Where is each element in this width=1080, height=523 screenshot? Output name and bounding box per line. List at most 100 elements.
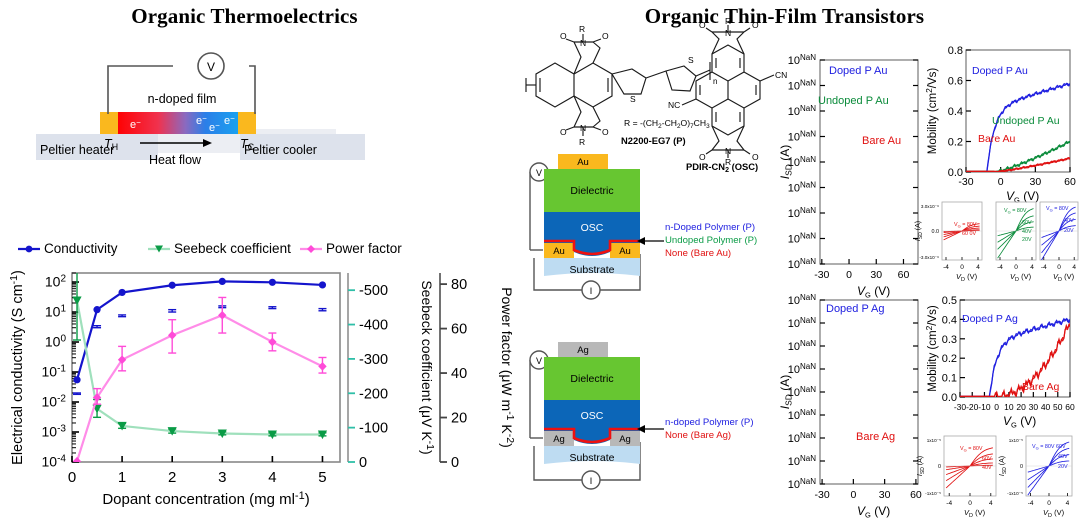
ag-doped-output-vg-label-3: 20V [1058,464,1068,470]
ag-mobility-plot: 0.0 0.1 0.2 0.3 0.4 0.5 -30 -20 -10 0 10 20 30 40 50 60… [924,292,1078,430]
series-point-0-3 [168,281,176,289]
au-bare-output-xaxis-title: VD (V) [956,272,978,283]
au-mobility-xtick-label-3: 60 [1064,176,1076,188]
au-mobility-curve-2 [966,156,1070,172]
pdir-structure [681,25,775,158]
ag-wire-bottom-left [533,446,582,481]
left-tick-label-6: 10-4 [42,454,67,470]
power-tick-label-3: 60 [451,322,467,338]
ag-ammeter-circle [581,470,601,490]
au-transfer-ylabel-8: 10NaN [788,257,816,271]
n2200-o-2: O [602,31,609,41]
au-bare-output: -4 0 4VD (V) 3.0x10⁻⁶ 0.0 -3.0x10⁻⁶ ISD (A) VG … [915,201,983,283]
au-mobility-curves [966,82,1070,172]
au-bare-output-ymid: 0.0 [932,229,940,235]
heat-flow-label: Heat flow [149,153,202,167]
au-annotation-undoped: Undoped Polymer (P) [665,235,757,246]
au-transfer-xtick-label-0: -30 [814,269,829,281]
series-line-1 [75,300,323,436]
ag-source-contact [544,431,574,446]
legend-label-1: Seebeck coefficient [174,241,291,256]
au-transfer-frame [819,59,919,265]
ag-doped-output-vg-label-0: VG = 80V [1032,444,1055,451]
pdir-structure-group: R R N N O O O O CN NC PDIR-CN2 (OSC) [668,16,808,174]
au-gate-contact [558,154,608,169]
ag-mobility-xtick-label-7: 40 [1041,402,1051,412]
series-line-2 [75,314,323,462]
au-undoped-output-xtick-label-0: -4 [997,264,1003,271]
ag-transfer-yaxis-title: ISD (A) [778,375,794,410]
seebeck-tick-label-3: -300 [359,352,388,368]
molecule-structures: R R N N O O O O S S n R = -(CH2-CH2O)7CH… [496,22,796,167]
pdir-o-1: O [699,20,706,30]
au-transfer-yaxis-title: ISD (A) [778,145,794,180]
au-mobility-curve-0 [966,82,1070,172]
au-mobility-ytick-label-2: 0.4 [948,106,963,118]
ag-dielectric-label: Dielectric [570,373,613,385]
n2200-r-group: R = -(CH2-CH2O)7CH3 [624,118,710,130]
series-point-0-4 [218,277,226,285]
au-mobility-yaxis-title: Mobility (cm2/Vs) [924,68,939,155]
au-undoped-output-vg-label-3: 20V [1022,237,1032,243]
pdir-o-4: O [752,152,759,162]
series-point-1-2 [117,421,127,431]
series-point-0-0 [73,376,81,384]
ag-mobility-curve-0 [960,317,1070,397]
ag-doped-output-yaxis-title: ISD (A) [999,456,1008,476]
ag-bare-output-vg-label-0: VG = 80V [960,446,983,453]
ag-mobility-curve-label-0: Doped P Ag [962,313,1018,325]
ag-bare-output-yaxis-title: ISD (A) [917,456,926,476]
series-point-1-6 [317,430,328,440]
power-tick-label-4: 80 [451,277,467,293]
ag-doped-output-xtick-label-2: 4 [1066,500,1070,507]
series-point-0-2 [118,288,126,297]
au-wire-bottom-left [533,258,582,291]
thermoelectric-diagram: V n-doped film e− e− e− e− TH TC Heat fl… [0,36,489,176]
ag-mobility-xtick-label-2: -10 [978,402,991,412]
carrier-label-2: e− [196,114,207,127]
ag-bare-output-ymid: 0 [938,464,941,470]
ag-mobility-frame [959,299,1071,398]
ag-transfer-xtick-label-0: -30 [814,489,829,501]
n2200-s-1: S [630,94,636,104]
ag-doped-output-xaxis-title: VD (V) [1043,508,1065,519]
ag-doped-output-vg-label-1: 60V [1056,444,1066,450]
au-device-diagram: V I Substrate Au Au OSC Dielectric Au n-… [500,142,790,302]
au-osc-layer [544,212,640,256]
ag-transfer-frame [819,299,919,485]
seebeck-tick-label-4: -400 [359,318,388,334]
ag-osc-label: OSC [581,410,604,422]
ag-doped-output: -4 0 4VD (V) 1x10⁻⁵ 0 -1x10⁻⁵ ISD (A) VG = 80V 6… [999,435,1073,519]
au-doped-output-xtick-label-2: 4 [1072,264,1076,271]
x-tick-label-1: 1 [118,469,126,486]
au-bare-output-ytop: 3.0x10⁻⁶ [921,204,939,209]
au-transfer-xtick-label-1: 0 [846,269,852,281]
legend-marker-2 [307,245,315,253]
ag-interface-line [544,427,640,444]
au-bare-output-vg-label-1: 60 0V [962,231,976,237]
au-dielectric-label: Dielectric [570,185,613,197]
ag-transfer-ylabel-3: 10NaN [788,362,816,376]
power-axis-title: Power factor (μW m-1 K-2) [499,287,516,448]
left-tick-label-2: 100 [45,334,67,350]
peltier-heater-label: Peltier heater [40,143,114,157]
au-transfer-curve-label-1: Undoped P Au [818,95,889,107]
series-point-0-6 [318,281,327,289]
au-doped-output-vg-label-0: VG = 80V [1046,206,1069,213]
ag-source-label: Ag [553,434,565,445]
au-transfer-xtick-label-2: 30 [870,269,882,281]
legend-marker-1 [155,245,163,253]
n2200-o-1: O [560,31,567,41]
x-tick-label-3: 3 [218,469,226,486]
ag-doped-output-xtick-label-0: -4 [1028,500,1034,507]
ag-bare-output-xaxis-title: VD (V) [964,508,986,519]
ag-transfer-ylabel-5: 10NaN [788,408,816,422]
series-point-1-5 [267,430,277,440]
legend-label-0: Conductivity [44,241,118,256]
au-transfer-ylabel-2: 10NaN [788,104,816,118]
left-tick-label-3: 10-1 [42,364,67,380]
ag-bare-output-vg-label-1: 60V [982,456,992,462]
au-doped-output-xtick-label-0: -4 [1041,264,1047,271]
chart-legend: Conductivity Seebeck coefficient Power fac… [18,241,402,256]
right-panel-title: Organic Thin-Film Transistors [644,4,925,28]
